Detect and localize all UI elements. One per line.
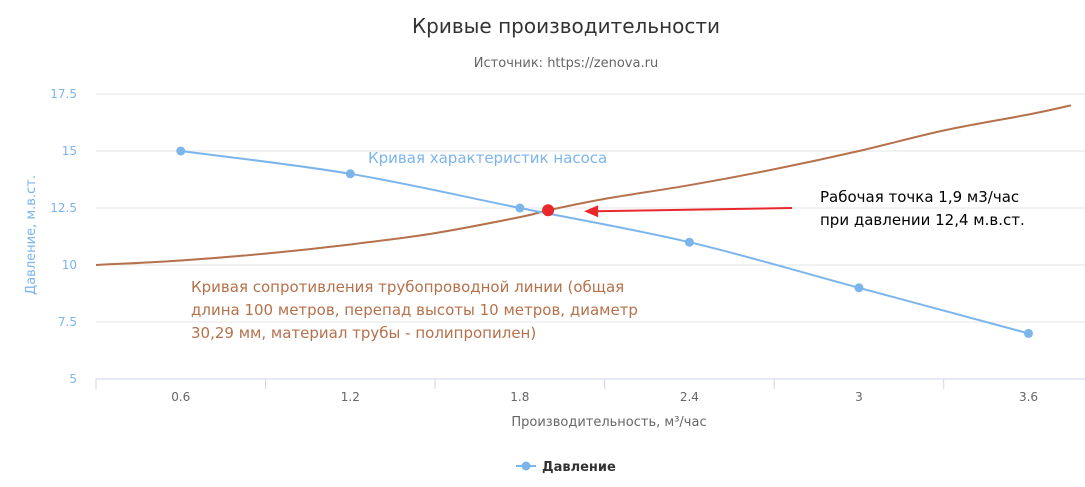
pump-curve-points	[176, 146, 1033, 338]
pipe-curve-annotation-line-3: 30,29 мм, материал трубы - полипропилен)	[191, 324, 536, 342]
y-tick-label: 17.5	[50, 87, 77, 101]
operating-point-arrow	[584, 205, 793, 218]
chart-title: Кривые производительности	[412, 14, 720, 38]
pump-data-point[interactable]	[684, 237, 694, 247]
pump-data-point[interactable]	[854, 283, 864, 293]
pump-curve-line[interactable]	[180, 150, 1029, 335]
arrow-shaft	[594, 207, 793, 213]
y-tick-label: 12.5	[50, 201, 77, 215]
y-tick-label: 10	[62, 258, 77, 272]
pump-data-point[interactable]	[176, 146, 186, 156]
pump-curve-annotation: Кривая характеристик насоса	[368, 149, 607, 167]
operating-point-annotation-line-2: при давлении 12,4 м.в.ст.	[820, 211, 1025, 229]
pump-data-point[interactable]	[1023, 328, 1033, 338]
y-tick-label: 5	[69, 372, 77, 386]
pipe-curve-annotation-line-2: длина 100 метров, перепад высоты 10 метр…	[191, 301, 638, 319]
legend-series-label: Давление	[542, 460, 616, 475]
x-tick-label: 1.2	[341, 390, 360, 404]
y-axis-title: Давление, м.в.ст.	[24, 175, 39, 295]
system-curve-line	[95, 104, 1072, 266]
y-tick-label: 15	[62, 144, 77, 158]
legend-series-marker	[521, 461, 531, 471]
y-tick-label: 7.5	[58, 315, 77, 329]
x-tick-label: 0.6	[171, 390, 190, 404]
x-tick-label: 3.6	[1019, 390, 1038, 404]
legend[interactable]: Давление	[516, 460, 616, 475]
x-axis-title: Производительность, м³/час	[511, 415, 706, 430]
x-tick-label: 1.8	[510, 390, 529, 404]
pipe-curve-annotation-line-1: Кривая сопротивления трубопроводной лини…	[191, 278, 624, 296]
grid-lines	[96, 93, 1085, 323]
x-tick-label: 3	[855, 390, 863, 404]
x-axis: 0.6 1.2 1.8 2.4 3 3.6	[95, 378, 1085, 404]
pump-data-point[interactable]	[515, 203, 525, 213]
x-tick-label: 2.4	[680, 390, 699, 404]
arrow-head	[584, 205, 599, 218]
operating-point-marker	[542, 204, 555, 217]
chart-subtitle: Источник: https://zenova.ru	[474, 56, 658, 71]
y-axis-ticks: 5 7.5 10 12.5 15 17.5	[50, 87, 77, 386]
operating-point-annotation-line-1: Рабочая точка 1,9 м3/час	[820, 188, 1019, 206]
pump-data-point[interactable]	[345, 169, 355, 179]
